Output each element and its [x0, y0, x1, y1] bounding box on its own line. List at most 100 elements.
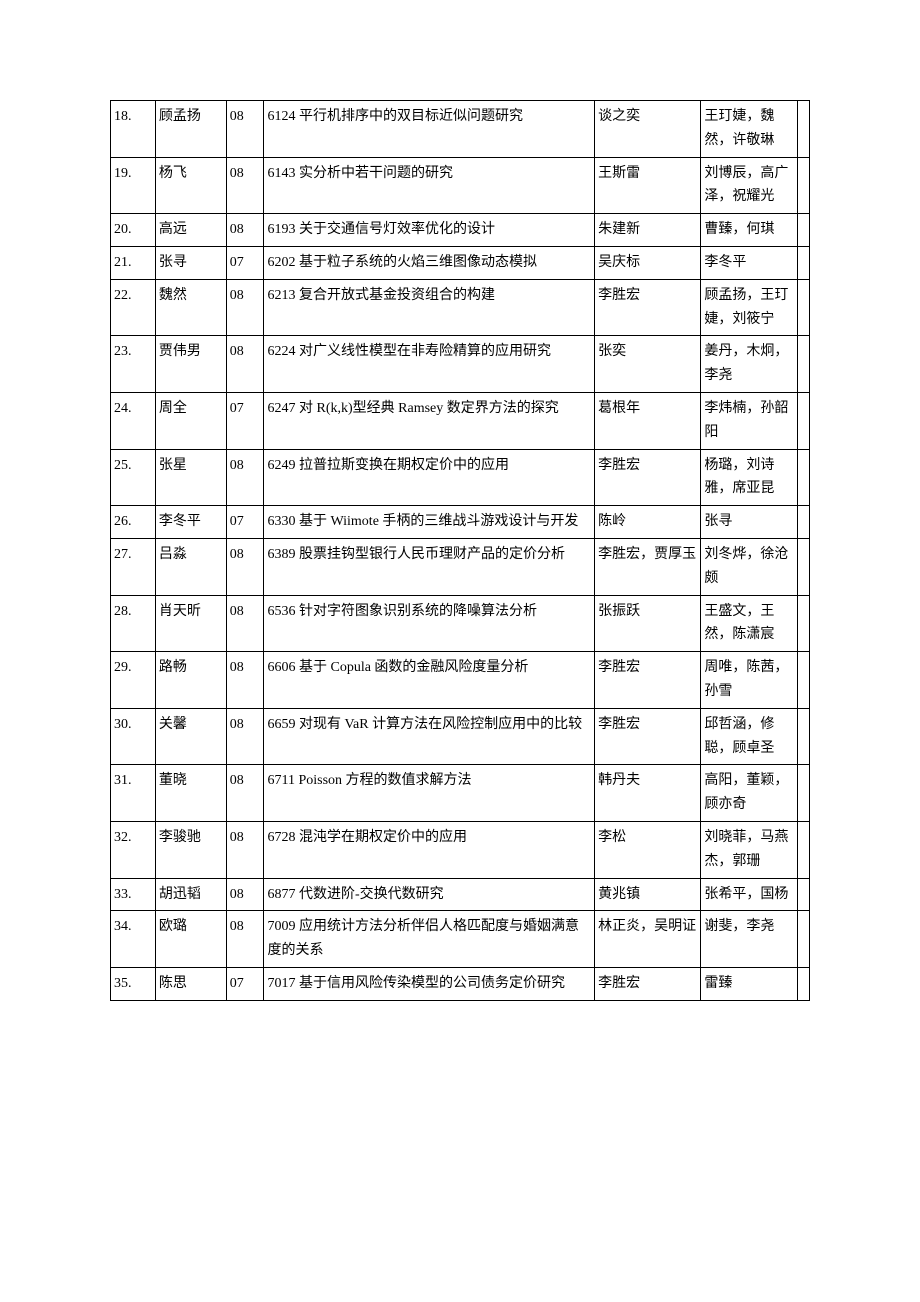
cell-team: 曹臻，何琪 [701, 214, 798, 247]
cell-index: 29. [111, 652, 156, 709]
cell-year: 08 [226, 708, 264, 765]
table-row: 23.贾伟男086224 对广义线性模型在非寿险精算的应用研究张奕姜丹，木炯，李… [111, 336, 810, 393]
cell-advisor: 张奕 [595, 336, 701, 393]
cell-year: 08 [226, 157, 264, 214]
cell-advisor: 李胜宏，贾厚玉 [595, 538, 701, 595]
cell-index: 33. [111, 878, 156, 911]
cell-index: 25. [111, 449, 156, 506]
table-row: 29.路畅086606 基于 Copula 函数的金融风险度量分析李胜宏周唯，陈… [111, 652, 810, 709]
table-row: 28.肖天昕086536 针对字符图象识别系统的降噪算法分析张振跃王盛文，王然，… [111, 595, 810, 652]
table-row: 26.李冬平076330 基于 Wiimote 手柄的三维战斗游戏设计与开发陈岭… [111, 506, 810, 539]
cell-extra [798, 538, 810, 595]
cell-advisor: 李胜宏 [595, 449, 701, 506]
cell-advisor: 李胜宏 [595, 279, 701, 336]
cell-name: 高远 [155, 214, 226, 247]
table-row: 21.张寻076202 基于粒子系统的火焰三维图像动态模拟吴庆标李冬平 [111, 246, 810, 279]
cell-advisor: 林正炎，吴明证 [595, 911, 701, 968]
table-row: 33.胡迅韬086877 代数进阶-交换代数研究黄兆镇张希平，国杨 [111, 878, 810, 911]
cell-team: 张希平，国杨 [701, 878, 798, 911]
cell-year: 08 [226, 538, 264, 595]
cell-title: 7009 应用统计方法分析伴侣人格匹配度与婚姻满意度的关系 [264, 911, 595, 968]
cell-year: 08 [226, 449, 264, 506]
cell-title: 6728 混沌学在期权定价中的应用 [264, 821, 595, 878]
cell-extra [798, 708, 810, 765]
projects-table: 18.顾孟扬086124 平行机排序中的双目标近似问题研究谈之奕王玎婕，魏然，许… [110, 100, 810, 1001]
cell-advisor: 黄兆镇 [595, 878, 701, 911]
cell-advisor: 李胜宏 [595, 967, 701, 1000]
cell-advisor: 陈岭 [595, 506, 701, 539]
cell-title: 6124 平行机排序中的双目标近似问题研究 [264, 101, 595, 158]
cell-name: 贾伟男 [155, 336, 226, 393]
table-row: 24.周全076247 对 R(k,k)型经典 Ramsey 数定界方法的探究葛… [111, 392, 810, 449]
cell-extra [798, 279, 810, 336]
cell-name: 欧璐 [155, 911, 226, 968]
cell-name: 杨飞 [155, 157, 226, 214]
cell-advisor: 朱建新 [595, 214, 701, 247]
cell-extra [798, 246, 810, 279]
cell-index: 35. [111, 967, 156, 1000]
cell-team: 刘冬烨，徐沧颇 [701, 538, 798, 595]
cell-extra [798, 506, 810, 539]
cell-team: 刘晓菲，马燕杰，郭珊 [701, 821, 798, 878]
cell-year: 07 [226, 246, 264, 279]
cell-title: 6877 代数进阶-交换代数研究 [264, 878, 595, 911]
cell-team: 谢斐，李尧 [701, 911, 798, 968]
cell-index: 22. [111, 279, 156, 336]
cell-name: 周全 [155, 392, 226, 449]
cell-title: 6389 股票挂钩型银行人民币理财产品的定价分析 [264, 538, 595, 595]
cell-team: 杨璐，刘诗雅，席亚昆 [701, 449, 798, 506]
cell-extra [798, 821, 810, 878]
cell-index: 32. [111, 821, 156, 878]
cell-index: 26. [111, 506, 156, 539]
cell-title: 6247 对 R(k,k)型经典 Ramsey 数定界方法的探究 [264, 392, 595, 449]
cell-team: 高阳，董颖，顾亦奇 [701, 765, 798, 822]
cell-team: 刘博辰，高广泽，祝耀光 [701, 157, 798, 214]
cell-title: 6659 对现有 VaR 计算方法在风险控制应用中的比较 [264, 708, 595, 765]
table-row: 18.顾孟扬086124 平行机排序中的双目标近似问题研究谈之奕王玎婕，魏然，许… [111, 101, 810, 158]
cell-team: 张寻 [701, 506, 798, 539]
cell-index: 20. [111, 214, 156, 247]
table-body: 18.顾孟扬086124 平行机排序中的双目标近似问题研究谈之奕王玎婕，魏然，许… [111, 101, 810, 1001]
cell-index: 23. [111, 336, 156, 393]
table-row: 35.陈思077017 基于信用风险传染模型的公司债务定价研究李胜宏雷臻 [111, 967, 810, 1000]
cell-title: 6711 Poisson 方程的数值求解方法 [264, 765, 595, 822]
cell-year: 08 [226, 878, 264, 911]
cell-year: 08 [226, 214, 264, 247]
cell-extra [798, 652, 810, 709]
cell-extra [798, 157, 810, 214]
cell-title: 6606 基于 Copula 函数的金融风险度量分析 [264, 652, 595, 709]
cell-index: 31. [111, 765, 156, 822]
cell-team: 雷臻 [701, 967, 798, 1000]
cell-index: 28. [111, 595, 156, 652]
cell-team: 李冬平 [701, 246, 798, 279]
cell-name: 魏然 [155, 279, 226, 336]
cell-year: 08 [226, 336, 264, 393]
cell-team: 姜丹，木炯，李尧 [701, 336, 798, 393]
cell-advisor: 葛根年 [595, 392, 701, 449]
cell-advisor: 李胜宏 [595, 652, 701, 709]
cell-extra [798, 336, 810, 393]
cell-name: 李骏驰 [155, 821, 226, 878]
cell-name: 陈思 [155, 967, 226, 1000]
cell-advisor: 王斯雷 [595, 157, 701, 214]
cell-year: 08 [226, 765, 264, 822]
cell-team: 周唯，陈茜，孙雪 [701, 652, 798, 709]
cell-team: 李炜楠，孙韶阳 [701, 392, 798, 449]
table-row: 20.高远086193 关于交通信号灯效率优化的设计朱建新曹臻，何琪 [111, 214, 810, 247]
cell-extra [798, 967, 810, 1000]
cell-name: 胡迅韬 [155, 878, 226, 911]
cell-name: 张寻 [155, 246, 226, 279]
cell-advisor: 张振跃 [595, 595, 701, 652]
cell-title: 6213 复合开放式基金投资组合的构建 [264, 279, 595, 336]
cell-title: 6202 基于粒子系统的火焰三维图像动态模拟 [264, 246, 595, 279]
cell-extra [798, 214, 810, 247]
cell-year: 08 [226, 652, 264, 709]
cell-advisor: 韩丹夫 [595, 765, 701, 822]
cell-extra [798, 878, 810, 911]
cell-index: 19. [111, 157, 156, 214]
cell-extra [798, 449, 810, 506]
table-row: 32.李骏驰086728 混沌学在期权定价中的应用李松刘晓菲，马燕杰，郭珊 [111, 821, 810, 878]
cell-title: 6249 拉普拉斯变换在期权定价中的应用 [264, 449, 595, 506]
cell-index: 21. [111, 246, 156, 279]
cell-title: 6330 基于 Wiimote 手柄的三维战斗游戏设计与开发 [264, 506, 595, 539]
